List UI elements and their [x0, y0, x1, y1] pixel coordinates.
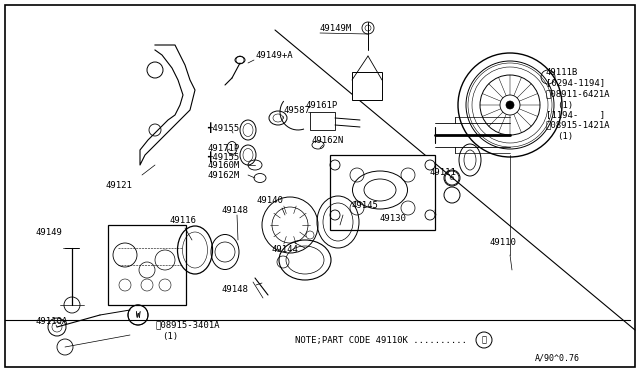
- Text: W: W: [136, 311, 140, 320]
- Text: [0294-1194]: [0294-1194]: [546, 78, 605, 87]
- Text: (1): (1): [557, 100, 573, 109]
- Text: 49111B: 49111B: [546, 67, 579, 77]
- Bar: [310, 112, 335, 130]
- Text: 49149M: 49149M: [320, 23, 352, 32]
- Text: A/90^0.76: A/90^0.76: [535, 353, 580, 362]
- Text: 49144: 49144: [271, 246, 298, 254]
- Text: 49149: 49149: [35, 228, 62, 237]
- Text: ╉49155: ╉49155: [207, 152, 239, 162]
- Text: ⓝ08915-3401A: ⓝ08915-3401A: [155, 321, 220, 330]
- Text: 49149+A: 49149+A: [255, 51, 292, 60]
- Text: 49148: 49148: [221, 285, 248, 295]
- Text: a: a: [450, 175, 454, 181]
- Text: 49140: 49140: [257, 196, 284, 205]
- Text: (1): (1): [162, 333, 178, 341]
- Text: (1): (1): [557, 131, 573, 141]
- Text: 49587: 49587: [283, 106, 310, 115]
- Circle shape: [506, 101, 514, 109]
- Text: 49111: 49111: [430, 167, 457, 176]
- Text: 49161P: 49161P: [305, 100, 337, 109]
- Text: ⓨ08915-1421A: ⓨ08915-1421A: [546, 121, 611, 129]
- Text: 49171P: 49171P: [207, 144, 239, 153]
- Text: 49160M: 49160M: [207, 160, 239, 170]
- Bar: [108, 225, 186, 305]
- Text: W: W: [136, 312, 140, 318]
- Text: 49110: 49110: [490, 237, 517, 247]
- Text: 49162M: 49162M: [207, 170, 239, 180]
- Bar: [330, 155, 435, 230]
- Text: NOTE;PART CODE 49110K ..........: NOTE;PART CODE 49110K ..........: [295, 336, 467, 344]
- Text: 49145: 49145: [352, 201, 379, 209]
- Text: [1194-    ]: [1194- ]: [546, 110, 605, 119]
- Bar: [352, 72, 382, 100]
- Text: 49121: 49121: [105, 180, 132, 189]
- Text: 49162N: 49162N: [312, 135, 344, 144]
- Text: 49116: 49116: [170, 215, 197, 224]
- Text: 49148: 49148: [222, 205, 249, 215]
- Text: 49130: 49130: [380, 214, 407, 222]
- Text: Ⓣ: Ⓣ: [481, 336, 486, 344]
- Text: ⓝ08911-6421A: ⓝ08911-6421A: [546, 90, 611, 99]
- Text: ╉49155: ╉49155: [207, 123, 239, 133]
- Text: 49110A: 49110A: [35, 317, 67, 327]
